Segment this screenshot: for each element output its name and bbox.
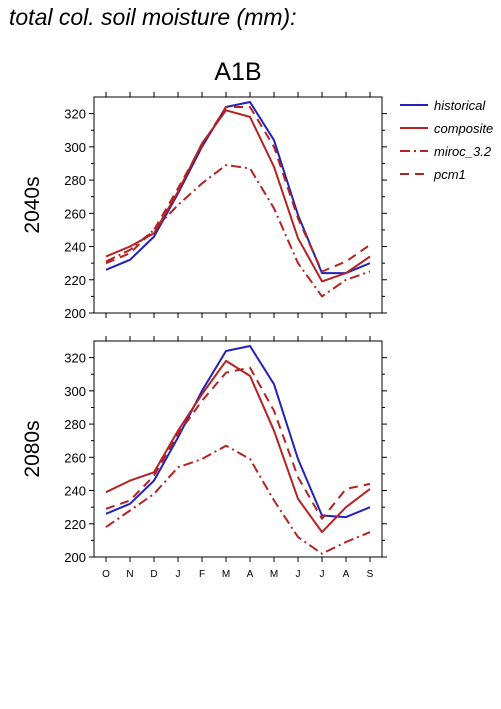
y-tick-label: 260 bbox=[64, 450, 86, 465]
series-line-pcm1 bbox=[105, 106, 371, 273]
y-tick-label: 260 bbox=[64, 206, 86, 221]
x-tick-label: J bbox=[176, 569, 181, 580]
y-tick-label: 240 bbox=[64, 484, 86, 499]
series-line-composite bbox=[105, 109, 371, 283]
y-tick-label: 320 bbox=[64, 351, 86, 366]
legend-item-historical: historical bbox=[400, 98, 486, 113]
x-tick-label: J bbox=[320, 569, 325, 580]
x-tick-label: F bbox=[199, 569, 205, 580]
panel-label: 2040s bbox=[21, 176, 44, 233]
legend-label: miroc_3.2 bbox=[434, 144, 492, 159]
y-tick-label: 320 bbox=[64, 107, 86, 122]
x-tick-label: S bbox=[367, 569, 374, 580]
y-tick-label: 220 bbox=[64, 517, 86, 532]
x-tick-label: M bbox=[270, 569, 278, 580]
legend-label: composite bbox=[434, 121, 493, 136]
y-tick-label: 240 bbox=[64, 240, 86, 255]
legend-label: pcm1 bbox=[433, 167, 466, 182]
y-tick-label: 280 bbox=[64, 173, 86, 188]
x-tick-label: M bbox=[222, 569, 230, 580]
series-line-miroc-3-2 bbox=[105, 444, 371, 555]
x-tick-label: A bbox=[247, 569, 254, 580]
legend-item-miroc-3-2: miroc_3.2 bbox=[400, 144, 492, 159]
panel-label: 2080s bbox=[21, 420, 44, 477]
x-tick-label: J bbox=[296, 569, 301, 580]
series-line-composite bbox=[105, 359, 371, 534]
x-tick-label: O bbox=[102, 569, 110, 580]
series-line-pcm1 bbox=[105, 366, 371, 520]
y-tick-label: 200 bbox=[64, 550, 86, 565]
x-tick-label: D bbox=[150, 569, 157, 580]
plot-frame bbox=[93, 340, 383, 558]
x-tick-label: A bbox=[343, 569, 350, 580]
panels: 200 220 240 260 280 300 320 2040s 200 220 240 260 28… bbox=[21, 92, 387, 580]
panel-2040s: 200 220 240 260 280 300 320 2040s bbox=[21, 92, 387, 321]
series-line-historical bbox=[105, 101, 371, 275]
series-line-miroc-3-2 bbox=[105, 164, 371, 298]
figure-title: total col. soil moisture (mm): bbox=[9, 4, 297, 30]
legend: historical composite miroc_3.2 pcm1 bbox=[400, 98, 493, 182]
legend-item-pcm1: pcm1 bbox=[400, 167, 466, 182]
legend-item-composite: composite bbox=[400, 121, 493, 136]
y-tick-label: 200 bbox=[64, 306, 86, 321]
plot-frame bbox=[93, 96, 383, 314]
y-tick-label: 220 bbox=[64, 273, 86, 288]
x-tick-label: N bbox=[126, 569, 133, 580]
legend-label: historical bbox=[434, 98, 486, 113]
series-line-historical bbox=[105, 345, 371, 519]
panel-2080s: 200 220 240 260 280 300 320 O N D J F M A M J J A S 2080s bbox=[21, 336, 387, 580]
scenario-label: A1B bbox=[214, 58, 261, 86]
y-tick-label: 300 bbox=[64, 140, 86, 155]
y-tick-label: 300 bbox=[64, 384, 86, 399]
y-tick-label: 280 bbox=[64, 417, 86, 432]
